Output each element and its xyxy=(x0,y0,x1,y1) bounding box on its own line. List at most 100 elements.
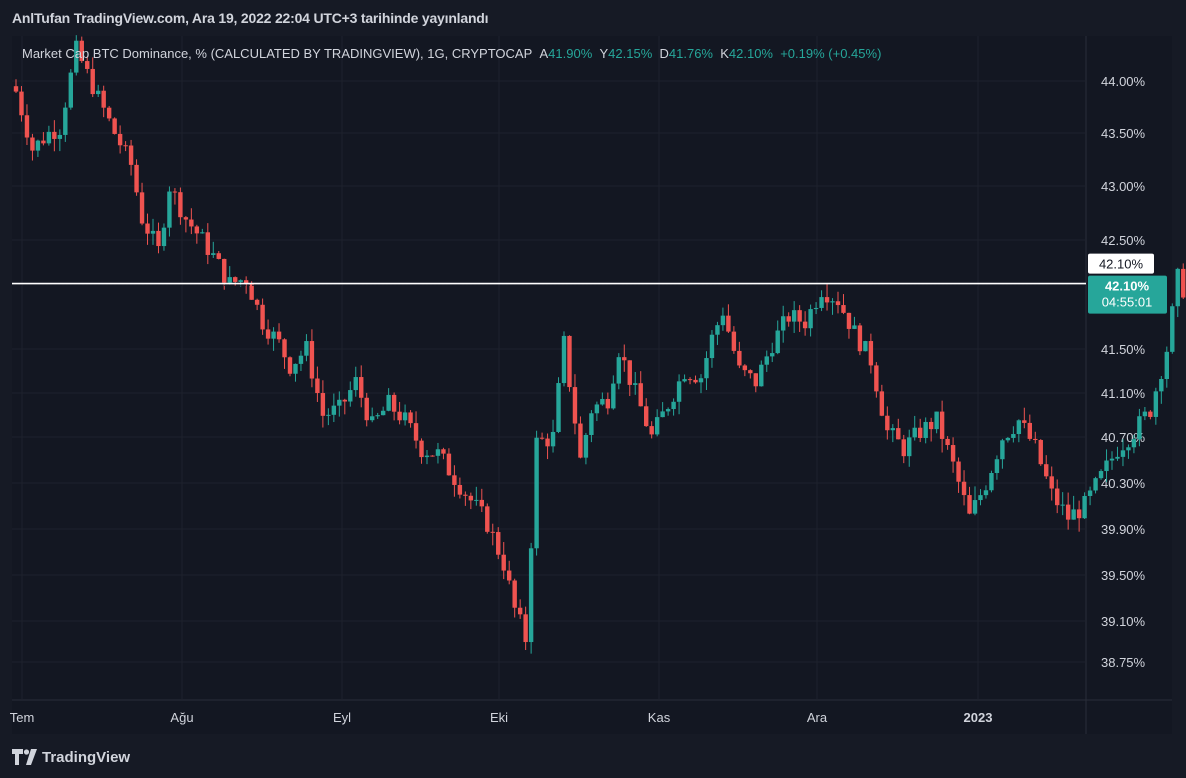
candle-body xyxy=(786,316,791,322)
candle-body xyxy=(1082,495,1087,519)
candle-body xyxy=(326,414,331,416)
candle-body xyxy=(539,437,545,439)
candle-body xyxy=(1022,420,1027,423)
candle-body xyxy=(972,500,978,514)
candle-body xyxy=(391,394,397,412)
candle-body xyxy=(222,258,227,283)
candle-body xyxy=(835,301,841,306)
brand-footer[interactable]: TradingView xyxy=(12,746,130,768)
candle-body xyxy=(1016,420,1022,435)
candle-body xyxy=(1093,478,1098,491)
candle-body xyxy=(731,331,737,351)
candle-body xyxy=(1049,476,1054,489)
chart-legend: Market Cap BTC Dominance, % (CALCULATED … xyxy=(22,46,881,61)
crosshair-price-tag xyxy=(1088,253,1154,274)
candle-body xyxy=(523,614,528,643)
candle-body xyxy=(759,364,764,387)
x-tick-label: Eyl xyxy=(333,710,351,725)
candle-body xyxy=(90,68,95,95)
candle-body xyxy=(249,283,254,300)
candle-body xyxy=(824,297,830,303)
candle-body xyxy=(578,423,583,458)
candle-body xyxy=(35,140,41,151)
candle-body xyxy=(359,377,364,398)
candle-body xyxy=(194,226,200,234)
candle-body xyxy=(1126,447,1131,451)
candle-body xyxy=(238,280,243,282)
x-tick-label: Eki xyxy=(490,710,508,725)
legend-close-value: 42.10% xyxy=(728,46,773,61)
legend-high-value: 42.15% xyxy=(608,46,653,61)
candle-body xyxy=(676,381,682,402)
candle-body xyxy=(956,461,961,482)
candle-body xyxy=(781,316,786,331)
candle-body xyxy=(1142,411,1148,417)
candle-body xyxy=(512,580,517,608)
candle-body xyxy=(1175,268,1180,307)
candle-body xyxy=(435,449,441,456)
candle-body xyxy=(96,90,101,95)
candle-body xyxy=(654,417,660,435)
candle-body xyxy=(106,107,112,119)
candle-body xyxy=(227,277,232,283)
candle-body xyxy=(967,495,972,514)
candle-body xyxy=(764,356,769,365)
candle-body xyxy=(1170,306,1175,352)
candle-body xyxy=(1087,490,1093,496)
candle-body xyxy=(233,277,238,282)
candle-body xyxy=(912,427,917,438)
x-tick-label: Ara xyxy=(807,710,828,725)
candle-body xyxy=(561,335,567,384)
candle-body xyxy=(397,411,402,421)
candle-body xyxy=(271,331,276,339)
candle-body xyxy=(463,494,468,496)
candle-body xyxy=(616,357,621,384)
candle-body xyxy=(496,532,501,555)
candle-body xyxy=(978,495,983,501)
candle-body xyxy=(216,253,221,259)
candle-body xyxy=(370,416,375,421)
legend-low-label: D xyxy=(659,46,669,61)
candle-body xyxy=(468,495,474,501)
candle-body xyxy=(600,398,605,405)
candle-body xyxy=(918,427,923,438)
candle-body xyxy=(1137,416,1142,440)
candle-body xyxy=(74,40,79,73)
candle-body xyxy=(709,334,715,359)
candle-body xyxy=(183,217,189,220)
candle-body xyxy=(682,379,687,382)
candle-body xyxy=(868,341,874,366)
candle-body xyxy=(665,409,671,412)
candle-body xyxy=(1027,422,1032,439)
x-tick-label: Ağu xyxy=(170,710,193,725)
legend-change: +0.19% (+0.45%) xyxy=(780,46,882,61)
candle-body xyxy=(85,61,90,69)
candle-body xyxy=(961,481,967,496)
candle-body xyxy=(474,499,479,501)
candle-body xyxy=(989,472,994,491)
last-price-badge xyxy=(1088,275,1167,314)
legend-symbol: Market Cap BTC Dominance, % (CALCULATED … xyxy=(22,46,533,61)
x-tick-label: Kas xyxy=(648,710,671,725)
candle-body xyxy=(408,412,413,424)
candle-body xyxy=(282,339,287,358)
candle-body xyxy=(550,431,556,447)
candle-body xyxy=(830,301,835,303)
candle-body xyxy=(874,365,879,392)
candle-body xyxy=(583,434,589,458)
candle-body xyxy=(315,378,320,394)
candle-body xyxy=(243,280,249,284)
candle-body xyxy=(101,90,106,108)
candle-body xyxy=(950,445,956,462)
candle-body xyxy=(556,383,561,432)
candle-body xyxy=(68,72,73,108)
candle-body xyxy=(128,145,134,165)
candle-body xyxy=(364,397,369,421)
candle-body xyxy=(1164,351,1169,379)
candle-body xyxy=(430,455,435,457)
y-tick-label: 41.10% xyxy=(1101,386,1146,401)
candle-body xyxy=(117,133,123,146)
candle-body xyxy=(211,253,216,255)
candle-body xyxy=(446,453,452,476)
